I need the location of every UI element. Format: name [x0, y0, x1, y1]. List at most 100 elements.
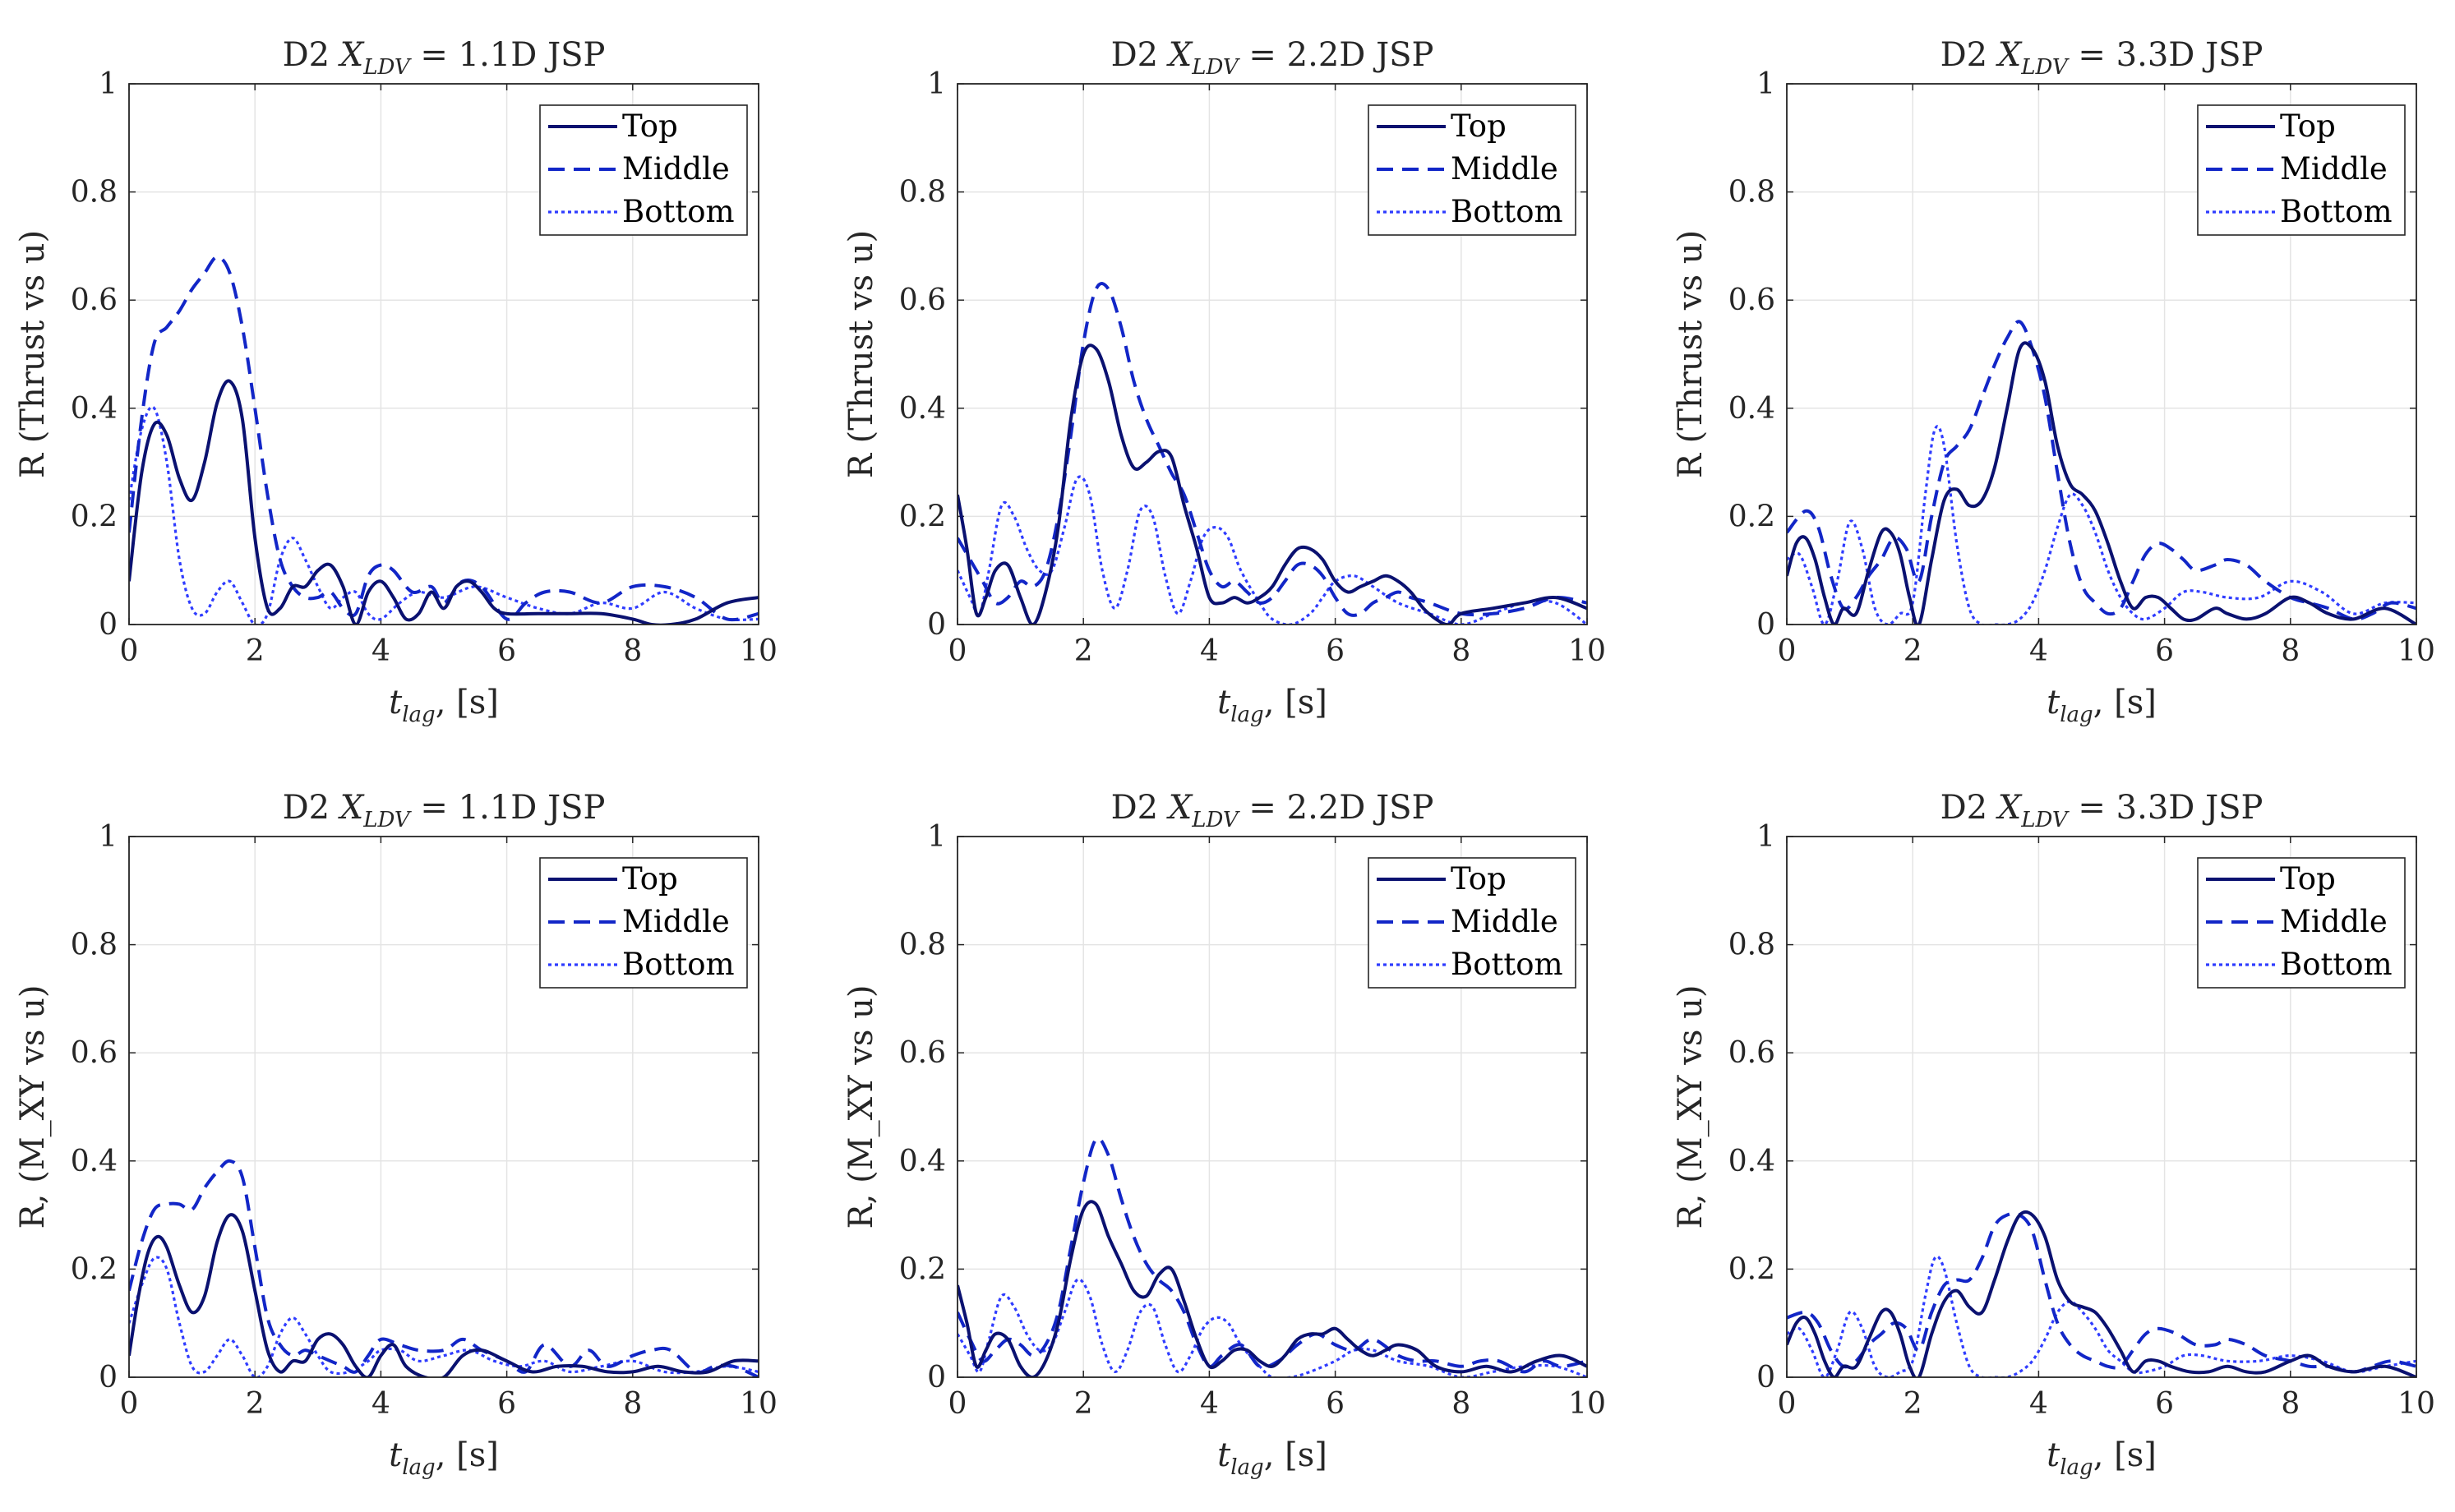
x-tick-label: 4	[2029, 634, 2048, 668]
x-tick-label: 0	[1778, 1387, 1797, 1421]
y-tick-label: 0.4	[1728, 1145, 1775, 1178]
x-tick-label: 8	[1451, 1387, 1470, 1421]
axes-box	[957, 836, 1588, 1378]
y-tick-label: 0.2	[899, 500, 946, 533]
series-group	[1787, 1210, 2416, 1377]
y-tick-label: 0.4	[899, 1145, 946, 1178]
x-tick-label: 10	[1568, 634, 1606, 668]
chart-panel-5: 0 2 4 6 8 10 0 0.2 0.4 0.6 0.8 1 D2 XLDV = 2.2D JSP t…	[842, 789, 1606, 1480]
series-group	[129, 255, 759, 625]
series-group	[1787, 320, 2416, 625]
legend-label-bottom: Bottom	[1451, 194, 1563, 229]
x-axis-label: tlag, [s]	[2047, 684, 2157, 727]
x-tick-label: 2	[1904, 1387, 1922, 1421]
legend-label-top: Top	[622, 108, 678, 144]
x-tick-label: 8	[1451, 634, 1470, 668]
y-tick-label: 0.8	[71, 176, 118, 210]
series-group	[958, 1136, 1587, 1377]
y-tick-label: 1	[927, 67, 946, 101]
legend-label-top: Top	[2280, 108, 2336, 144]
x-tick-label: 8	[2281, 634, 2300, 668]
legend: Top Middle Bottom	[1368, 857, 1576, 989]
y-tick-label: 0.4	[71, 1145, 118, 1178]
x-tick-label: 0	[1778, 634, 1797, 668]
y-tick-label: 0.6	[71, 1036, 118, 1070]
y-axis-label: R (Thrust vs u)	[14, 230, 52, 478]
y-axis-label: R, (M_XY vs u)	[842, 985, 880, 1229]
x-tick-label: 2	[246, 1387, 265, 1421]
y-axis-label: R, (M_XY vs u)	[1672, 985, 1710, 1229]
series-line-middle	[1787, 1211, 2416, 1374]
x-tick-label: 2	[246, 634, 265, 668]
y-tick-label: 0	[927, 608, 946, 642]
series-line-top	[129, 1213, 759, 1377]
x-axis-label: tlag, [s]	[389, 684, 499, 727]
chart-panel-6: 0 2 4 6 8 10 0 0.2 0.4 0.6 0.8 1 D2 XLDV = 3.3D JSP t…	[1672, 789, 2435, 1480]
legend: Top Middle Bottom	[539, 857, 748, 989]
x-tick-label: 6	[1326, 1387, 1345, 1421]
y-tick-label: 0.4	[899, 392, 946, 426]
series-line-top	[958, 1200, 1587, 1377]
x-tick-label: 10	[1568, 1387, 1606, 1421]
y-tick-label: 0.6	[1728, 1036, 1775, 1070]
series-line-bottom	[129, 405, 759, 625]
legend-label-middle: Middle	[1451, 904, 1558, 939]
x-tick-label: 0	[120, 1387, 139, 1421]
x-tick-label: 2	[1904, 634, 1922, 668]
x-tick-label: 6	[497, 1387, 516, 1421]
x-tick-label: 4	[2029, 1387, 2048, 1421]
chart-panel-4: 0 2 4 6 8 10 0 0.2 0.4 0.6 0.8 1 D2 XLDV = 1.1D JSP t…	[14, 789, 778, 1480]
y-tick-label: 1	[1756, 820, 1775, 854]
y-tick-label: 0.6	[1728, 284, 1775, 317]
x-axis-label: tlag, [s]	[389, 1436, 499, 1480]
series-line-top	[958, 343, 1587, 625]
chart-title: D2 XLDV = 3.3D JSP	[1940, 36, 2263, 80]
legend-label-middle: Middle	[622, 904, 730, 939]
series-line-top	[1787, 341, 2416, 625]
y-tick-label: 0.6	[71, 284, 118, 317]
series-group	[129, 1159, 759, 1377]
legend-label-top: Top	[622, 861, 678, 897]
axes-box	[128, 836, 759, 1378]
series-line-middle	[129, 255, 759, 622]
y-axis-label: R, (M_XY vs u)	[14, 985, 52, 1229]
series-line-middle	[1787, 320, 2416, 621]
y-tick-label: 0.2	[71, 1252, 118, 1286]
x-axis-label: tlag, [s]	[2047, 1436, 2157, 1480]
y-tick-label: 0.4	[1728, 392, 1775, 426]
legend: Top Middle Bottom	[2197, 857, 2406, 989]
x-tick-label: 4	[371, 634, 390, 668]
legend: Top Middle Bottom	[1368, 104, 1576, 236]
y-tick-label: 0.2	[1728, 500, 1775, 533]
series-line-top	[1787, 1210, 2416, 1377]
y-tick-label: 0	[99, 1361, 118, 1394]
x-tick-label: 6	[1326, 634, 1345, 668]
legend-label-middle: Middle	[2280, 151, 2388, 187]
y-tick-label: 0.8	[899, 176, 946, 210]
chart-panel-2: 0 2 4 6 8 10 0 0.2 0.4 0.6 0.8 1 D2 XLDV = 2.2D JSP t…	[842, 36, 1606, 727]
x-tick-label: 0	[948, 634, 967, 668]
series-line-middle	[129, 1159, 759, 1377]
x-tick-label: 4	[371, 1387, 390, 1421]
legend-label-middle: Middle	[2280, 904, 2388, 939]
series-line-middle	[958, 282, 1587, 617]
y-tick-label: 0.4	[71, 392, 118, 426]
y-tick-label: 0.2	[71, 500, 118, 533]
legend-label-top: Top	[1451, 108, 1507, 144]
x-tick-label: 10	[740, 1387, 778, 1421]
x-tick-label: 8	[623, 1387, 642, 1421]
y-axis-label: R (Thrust vs u)	[842, 230, 880, 478]
x-tick-label: 6	[2155, 634, 2174, 668]
legend: Top Middle Bottom	[539, 104, 748, 236]
y-tick-label: 0.8	[71, 929, 118, 962]
axes-box	[1786, 83, 2417, 625]
y-tick-label: 0.6	[899, 284, 946, 317]
y-tick-label: 0	[1756, 608, 1775, 642]
x-tick-label: 10	[2397, 1387, 2435, 1421]
chart-title: D2 XLDV = 2.2D JSP	[1111, 36, 1434, 80]
y-tick-label: 0	[1756, 1361, 1775, 1394]
y-tick-label: 1	[1756, 67, 1775, 101]
legend-label-middle: Middle	[622, 151, 730, 187]
y-axis-label: R (Thrust vs u)	[1672, 230, 1710, 478]
x-tick-label: 2	[1074, 634, 1093, 668]
